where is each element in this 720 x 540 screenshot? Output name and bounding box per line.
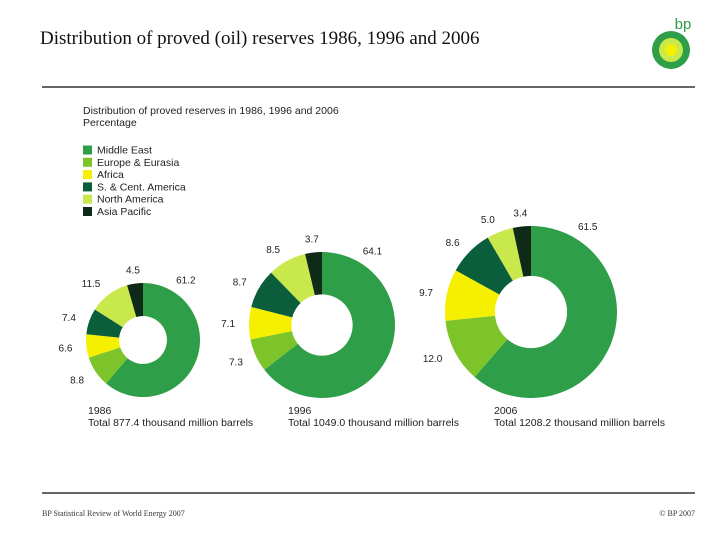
- series-total: Total 1208.2 thousand million barrels: [494, 417, 665, 429]
- chart-subtitle: Percentage: [83, 117, 137, 129]
- data-label: 8.5: [266, 245, 280, 256]
- data-label: 5.0: [481, 215, 495, 226]
- donut-segment: [455, 237, 513, 295]
- data-label: 3.7: [305, 235, 319, 246]
- legend-swatch: [83, 194, 92, 204]
- donut-segment: [127, 283, 143, 318]
- footer-right: © BP 2007: [659, 509, 695, 518]
- data-label: 12.0: [423, 354, 443, 365]
- data-label: 64.1: [363, 246, 383, 257]
- legend-swatch: [83, 157, 92, 167]
- legend-label: S. & Cent. America: [97, 181, 186, 193]
- donut-segment: [271, 253, 315, 304]
- chart-title: Distribution of proved reserves in 1986,…: [83, 105, 339, 117]
- data-label: 8.8: [70, 376, 84, 387]
- data-label: 7.4: [62, 313, 76, 324]
- legend-label: Africa: [97, 169, 124, 181]
- donut-segment: [250, 331, 298, 370]
- donut-segment: [88, 347, 128, 384]
- legend-swatch: [83, 182, 92, 192]
- series-name: 1996: [288, 405, 312, 417]
- donut-segment: [251, 272, 301, 318]
- data-label: 4.5: [126, 266, 140, 277]
- legend-label: Asia Pacific: [97, 206, 151, 218]
- data-label: 7.3: [229, 357, 243, 368]
- donut-segment: [444, 270, 500, 321]
- donut-segment: [474, 226, 617, 398]
- data-label: 3.4: [513, 209, 527, 220]
- logo-text: bp: [675, 16, 692, 33]
- data-label: 11.5: [82, 279, 101, 290]
- series-name: 2006: [494, 405, 518, 417]
- donut-segment: [512, 226, 531, 277]
- donut-segment: [249, 306, 293, 340]
- legend-label: Europe & Eurasia: [97, 157, 179, 169]
- donut-segment: [94, 285, 137, 328]
- series-name: 1986: [88, 405, 112, 417]
- legend-label: North America: [97, 194, 164, 206]
- data-label: 61.2: [176, 275, 196, 286]
- data-label: 9.7: [419, 288, 433, 299]
- legend-swatch: [83, 145, 92, 155]
- donut-segment: [86, 309, 123, 338]
- logo-inner: [665, 44, 677, 56]
- data-label: 7.1: [221, 319, 235, 330]
- donut-segment: [106, 283, 201, 397]
- donut-segment: [85, 334, 121, 358]
- slide-title: Distribution of proved (oil) reserves 19…: [40, 28, 480, 49]
- donut-segment: [487, 227, 524, 281]
- legend-swatch: [83, 170, 92, 180]
- series-total: Total 877.4 thousand million barrels: [88, 417, 253, 429]
- series-total: Total 1049.0 thousand million barrels: [288, 417, 459, 429]
- donut-segment: [264, 252, 395, 398]
- data-label: 61.5: [578, 222, 598, 233]
- data-label: 6.6: [58, 344, 72, 355]
- donut-segment: [445, 315, 508, 377]
- legend-swatch: [83, 207, 92, 216]
- donut-segment: [305, 252, 322, 296]
- footer-left: BP Statistical Review of World Energy 20…: [42, 509, 185, 518]
- data-label: 8.6: [446, 238, 460, 249]
- data-label: 8.7: [233, 277, 247, 288]
- legend-label: Middle East: [97, 145, 152, 157]
